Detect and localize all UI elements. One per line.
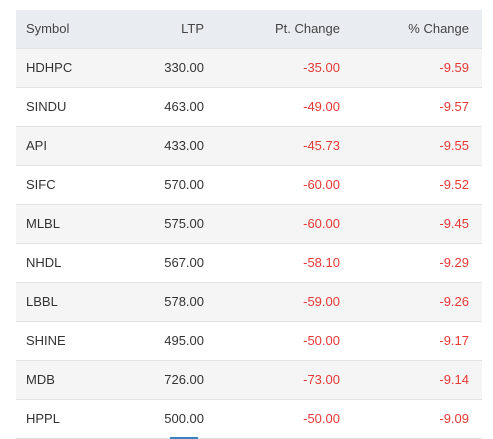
header-row: Symbol LTP Pt. Change % Change — [16, 10, 482, 49]
value-cell: 726.00 — [164, 372, 204, 387]
value-cell: -9.26 — [439, 294, 469, 309]
value-cell: -59.00 — [303, 294, 340, 309]
value-cell: 575.00 — [164, 216, 204, 231]
symbol-cell: NHDL — [26, 255, 62, 270]
value-cell: -73.00 — [303, 372, 340, 387]
value-cell: 330.00 — [164, 60, 204, 75]
losers-table: Symbol LTP Pt. Change % Change HDHPC 330.00 -3… — [16, 10, 482, 439]
value-cell: -50.00 — [303, 411, 340, 426]
symbol-cell: SIFC — [26, 177, 56, 192]
symbol-cell: API — [26, 138, 47, 153]
symbol-cell: LBBL — [26, 294, 58, 309]
value-cell: -60.00 — [303, 216, 340, 231]
table-row: HPPL 500.00 -50.00 -9.09 — [16, 400, 482, 439]
value-cell: -35.00 — [303, 60, 340, 75]
value-cell: -9.55 — [439, 138, 469, 153]
symbol-cell: SINDU — [26, 99, 67, 114]
header-cell: Pt. Change — [274, 21, 340, 36]
symbol-cell: SHINE — [26, 333, 66, 348]
symbol-cell: HDHPC — [26, 60, 73, 75]
value-cell: -9.59 — [439, 60, 469, 75]
value-cell: 567.00 — [164, 255, 204, 270]
value-cell: -9.45 — [439, 216, 469, 231]
symbol-cell: HPPL — [26, 411, 60, 426]
value-cell: 463.00 — [164, 99, 204, 114]
table-row: HDHPC 330.00 -35.00 -9.59 — [16, 49, 482, 88]
value-cell: 495.00 — [164, 333, 204, 348]
value-cell: -60.00 — [303, 177, 340, 192]
scroll-indicator — [170, 437, 198, 439]
value-cell: -45.73 — [303, 138, 340, 153]
table-row: LBBL 578.00 -59.00 -9.26 — [16, 283, 482, 322]
header-cell: % Change — [408, 21, 469, 36]
value-cell: -9.17 — [439, 333, 469, 348]
value-cell: 578.00 — [164, 294, 204, 309]
value-cell: -9.14 — [439, 372, 469, 387]
value-cell: -58.10 — [303, 255, 340, 270]
value-cell: -9.29 — [439, 255, 469, 270]
table-row: SINDU 463.00 -49.00 -9.57 — [16, 88, 482, 127]
header-cell: LTP — [181, 21, 204, 36]
table-row: SIFC 570.00 -60.00 -9.52 — [16, 166, 482, 205]
value-cell: -9.52 — [439, 177, 469, 192]
value-cell: 500.00 — [164, 411, 204, 426]
value-cell: 570.00 — [164, 177, 204, 192]
table-row: SHINE 495.00 -50.00 -9.17 — [16, 322, 482, 361]
value-cell: -9.57 — [439, 99, 469, 114]
value-cell: 433.00 — [164, 138, 204, 153]
symbol-cell: MLBL — [26, 216, 60, 231]
header-cell: Symbol — [26, 21, 70, 36]
table-row: MLBL 575.00 -60.00 -9.45 — [16, 205, 482, 244]
table-row: API 433.00 -45.73 -9.55 — [16, 127, 482, 166]
value-cell: -50.00 — [303, 333, 340, 348]
value-cell: -9.09 — [439, 411, 469, 426]
value-cell: -49.00 — [303, 99, 340, 114]
table-row: NHDL 567.00 -58.10 -9.29 — [16, 244, 482, 283]
symbol-cell: MDB — [26, 372, 55, 387]
table-row: MDB 726.00 -73.00 -9.14 — [16, 361, 482, 400]
